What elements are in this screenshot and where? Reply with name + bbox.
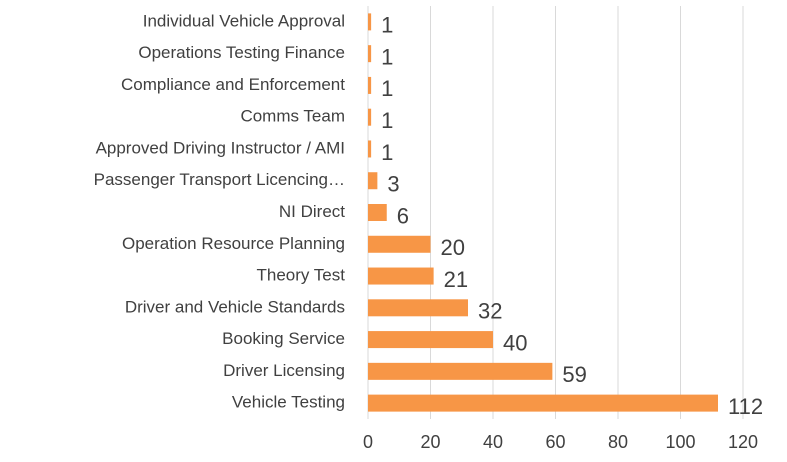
x-tick-label: 40: [483, 432, 503, 452]
bar: [368, 204, 387, 221]
y-tick-label: NI Direct: [279, 202, 345, 221]
bar: [368, 76, 372, 94]
bar: [368, 235, 431, 253]
data-label: 1: [381, 108, 393, 133]
data-label: 59: [562, 362, 586, 387]
bar: [368, 362, 553, 380]
bar: [368, 267, 434, 285]
x-tick-label: 60: [545, 432, 565, 452]
y-tick-label: Individual Vehicle Approval: [143, 11, 345, 30]
x-tick-label: 0: [363, 432, 373, 452]
data-label: 32: [478, 299, 502, 324]
data-label: 21: [444, 267, 468, 292]
bar: [368, 108, 372, 126]
data-label: 1: [381, 140, 393, 165]
y-tick-label: Compliance and Enforcement: [121, 75, 345, 94]
bar: [368, 45, 372, 63]
data-label: 1: [381, 76, 393, 101]
y-tick-label: Theory Test: [256, 266, 345, 285]
y-tick-label: Passenger Transport Licencing…: [94, 170, 345, 189]
bar: [368, 172, 378, 190]
data-label: 1: [381, 13, 393, 38]
y-tick-label: Driver Licensing: [223, 361, 345, 380]
data-label: 112: [728, 394, 763, 419]
x-tick-label: 120: [728, 432, 758, 452]
y-tick-label: Driver and Vehicle Standards: [125, 297, 345, 316]
y-tick-label: Vehicle Testing: [232, 393, 345, 412]
y-tick-label: Operations Testing Finance: [138, 43, 345, 62]
bar: [368, 299, 468, 317]
y-tick-label: Booking Service: [222, 329, 345, 348]
y-tick-label: Operation Resource Planning: [122, 234, 345, 253]
bar: [368, 331, 493, 349]
x-tick-label: 20: [420, 432, 440, 452]
data-label: 1: [381, 44, 393, 69]
data-label: 6: [397, 203, 409, 228]
data-label: 40: [503, 330, 527, 355]
y-tick-label: Comms Team: [240, 107, 345, 126]
bar: [368, 394, 718, 412]
y-tick-label: Approved Driving Instructor / AMI: [96, 138, 345, 157]
x-tick-label: 100: [665, 432, 695, 452]
data-label: 3: [387, 172, 399, 197]
bar: [368, 140, 372, 158]
x-tick-label: 80: [608, 432, 628, 452]
bar: [368, 13, 372, 31]
data-label: 20: [441, 235, 465, 260]
